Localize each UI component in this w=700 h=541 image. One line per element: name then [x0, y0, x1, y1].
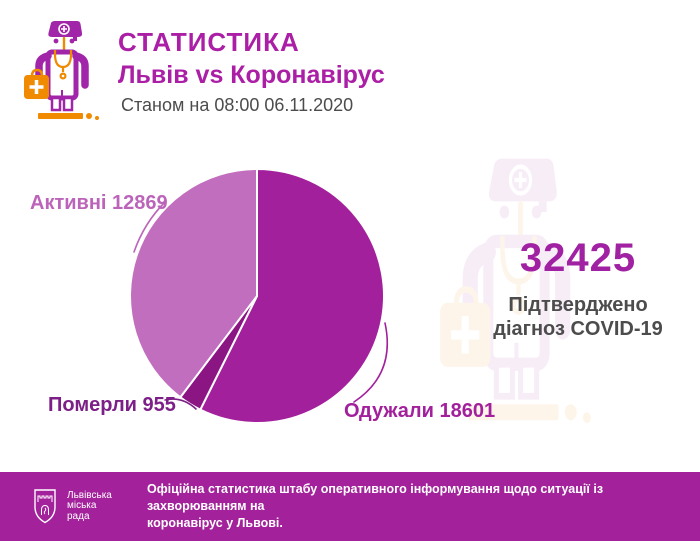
- page-subtitle: Львів vs Коронавірус: [118, 61, 385, 89]
- as-of-date: Станом на 08:00 06.11.2020: [121, 95, 354, 115]
- doctor-icon: [18, 14, 110, 132]
- confirmed-caption-line2: діагноз COVID-19: [493, 318, 663, 340]
- confirmed-total-value: 32425: [519, 236, 637, 280]
- org-name: Львівська міська рада: [67, 489, 129, 523]
- leader-line-recovered: [353, 322, 389, 403]
- pie-chart: [129, 168, 389, 424]
- org-name-line2: міська: [67, 500, 97, 512]
- leader-line-active: [133, 200, 167, 253]
- confirmed-total-caption: Підтверджено діагноз COVID-19: [468, 293, 688, 341]
- footer-description: Офіційна статистика штабу оперативного і…: [147, 481, 687, 532]
- leader-line-died: [164, 398, 197, 410]
- pie-slices: [129, 168, 385, 424]
- org-name-line1: Львівська: [67, 489, 112, 501]
- pie-label-active: Активні 12869: [30, 192, 168, 214]
- pie-slice-active: [129, 168, 258, 399]
- lviv-coat-of-arms-icon: [34, 489, 56, 524]
- pie-slice-recovered: [199, 168, 385, 424]
- pie-label-died: Померли 955: [48, 394, 176, 416]
- footer-bar: Львівська міська рада Офіційна статистик…: [0, 472, 700, 541]
- confirmed-total-block: 32425 Підтверджено діагноз COVID-19: [468, 236, 688, 341]
- org-name-line3: рада: [67, 510, 90, 522]
- footer-description-line1: Офіційна статистика штабу оперативного і…: [147, 482, 604, 513]
- page-title: СТАТИСТИКА: [118, 27, 300, 57]
- footer-description-line2: коронавірус у Львові.: [147, 516, 283, 530]
- pie-label-recovered: Одужали 18601: [344, 400, 496, 422]
- confirmed-caption-line1: Підтверджено: [508, 294, 648, 316]
